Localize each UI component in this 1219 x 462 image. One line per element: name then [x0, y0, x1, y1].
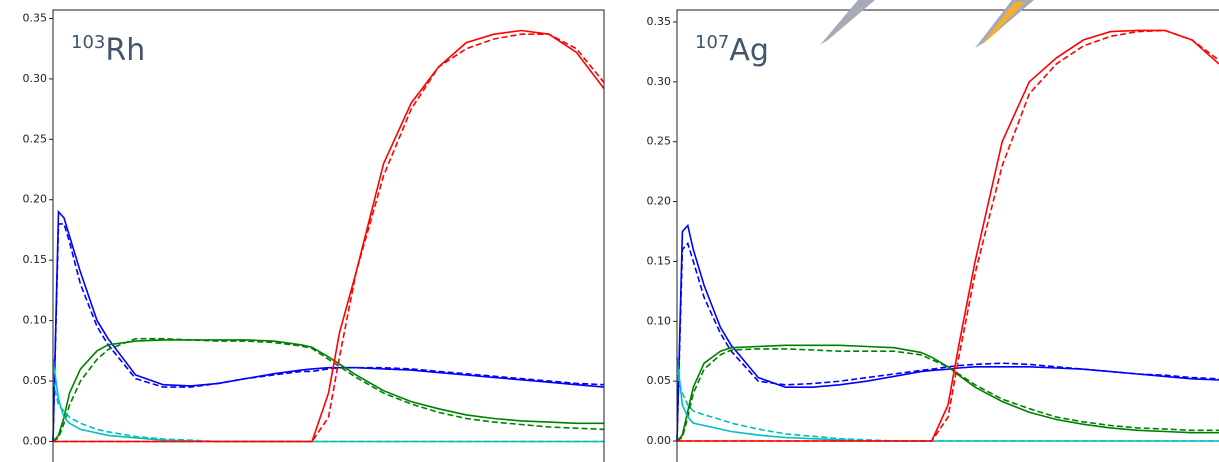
y-tick-label: 0.25: [23, 132, 48, 145]
y-tick-label: 0.00: [23, 434, 48, 447]
element-symbol: Ag: [729, 33, 769, 68]
decoration-stroke: [975, 0, 1034, 48]
series-line: [676, 241, 1219, 442]
y-tick-label: 0.35: [23, 11, 48, 24]
plot-frame: [52, 9, 605, 462]
element-symbol: Rh: [105, 33, 145, 68]
plot-frame: [676, 9, 1219, 462]
mass-number: 103: [71, 32, 105, 53]
mass-number: 107: [695, 32, 729, 53]
series-line: [52, 337, 605, 443]
y-tick-label: 0.20: [23, 193, 48, 206]
y-tick-label: 0.15: [647, 254, 672, 267]
panel: 0.00 0.05 0.10 0.15 0.20 0.25 0.30 0.35 103Rh: [23, 9, 605, 462]
series-line: [53, 33, 605, 443]
y-tick-label: 0.00: [647, 434, 672, 447]
series-line: [676, 348, 1219, 442]
series-line: [52, 339, 604, 443]
y-tick-label: 0.35: [647, 15, 672, 28]
panel: 0.00 0.05 0.10 0.15 0.20 0.25 0.30 0.35 107Ag: [647, 9, 1219, 462]
series-line: [676, 223, 1219, 442]
decoration-stroke: [820, 0, 875, 45]
y-tick-label: 0.05: [23, 374, 48, 387]
isotope-label: 107Ag: [695, 32, 769, 68]
y-tick-label: 0.30: [647, 75, 672, 88]
y-tick-label: 0.10: [23, 314, 48, 327]
y-tick-label: 0.05: [647, 374, 672, 387]
decoration-stroke: [982, 2, 1025, 44]
series-line: [52, 223, 605, 442]
y-tick-label: 0.10: [647, 314, 672, 327]
series-line: [677, 29, 1219, 442]
y-tick-label: 0.25: [647, 135, 672, 148]
series-line: [677, 29, 1219, 442]
series-line: [52, 209, 605, 442]
series-line: [52, 380, 604, 443]
isotope-label: 103Rh: [71, 32, 145, 68]
series-line: [52, 359, 604, 443]
series-line: [676, 344, 1219, 442]
y-tick-label: 0.30: [23, 72, 48, 85]
decoration: [820, 0, 1034, 48]
series-line: [676, 374, 1219, 442]
y-tick-label: 0.15: [23, 253, 48, 266]
y-tick-label: 0.20: [647, 195, 672, 208]
